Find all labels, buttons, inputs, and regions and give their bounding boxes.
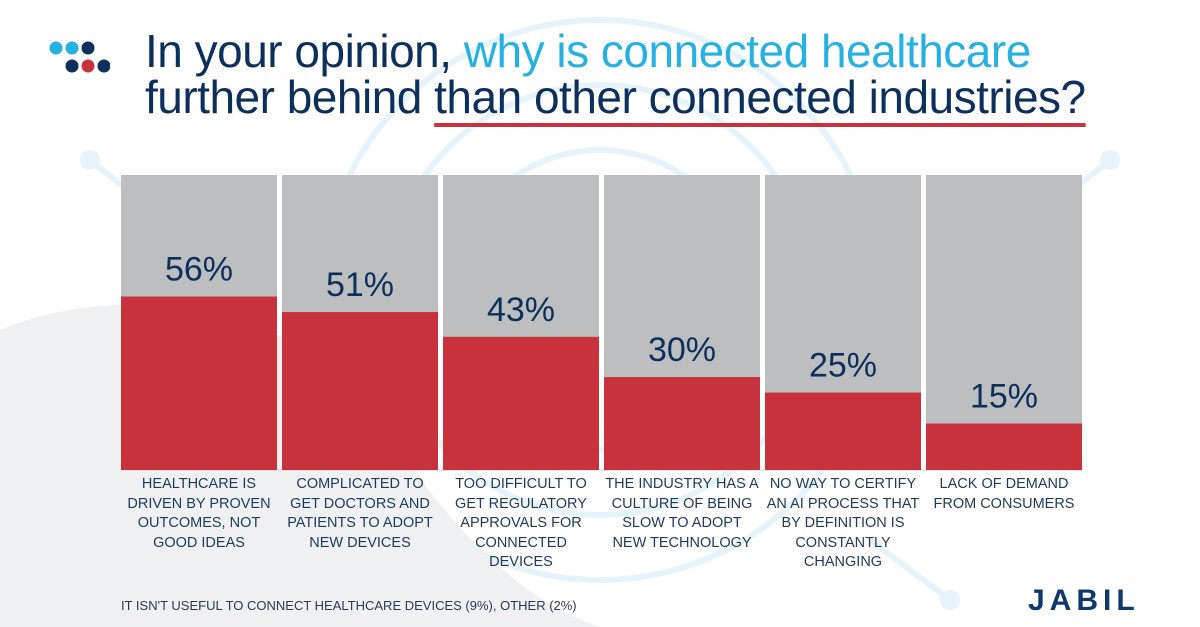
category-label: THE INDUSTRY HAS A CULTURE OF BEING SLOW… xyxy=(605,476,759,551)
page-title: In your opinion, why is connected health… xyxy=(145,28,1185,120)
bar-value-label: 15% xyxy=(970,378,1038,416)
logo-dots-icon xyxy=(49,41,110,73)
brand-logo: JABIL xyxy=(1028,584,1140,617)
category-label: HEALTHCARE IS DRIVEN BY PROVEN OUTCOMES,… xyxy=(127,476,271,551)
category-label: COMPLICATED TO GET DOCTORS AND PATIENTS … xyxy=(287,476,433,551)
bar-value-label: 43% xyxy=(487,291,555,329)
title-part-2: why is connected healthcare xyxy=(463,25,1031,77)
footnote: IT ISN'T USEFUL TO CONNECT HEALTHCARE DE… xyxy=(121,598,577,613)
bar xyxy=(121,296,277,470)
title-part-4: than other connected industries? xyxy=(434,71,1086,123)
title-part-1: In your opinion, xyxy=(145,25,464,77)
bar-value-label: 56% xyxy=(165,251,233,289)
bar-value-label: 30% xyxy=(648,331,716,369)
title-part-3: further behind xyxy=(145,71,435,123)
bar xyxy=(282,312,438,470)
category-label: TOO DIFFICULT TO GET REGULATORY APPROVAL… xyxy=(455,476,587,570)
bar-value-label: 25% xyxy=(809,347,877,385)
category-label: LACK OF DEMAND FROM CONSUMERS xyxy=(933,476,1075,512)
bar xyxy=(443,336,599,470)
bar-background xyxy=(926,175,1082,470)
category-label: NO WAY TO CERTIFY AN AI PROCESS THAT BY … xyxy=(766,476,920,570)
bar xyxy=(604,377,760,470)
bar xyxy=(926,423,1082,470)
bar xyxy=(765,392,921,470)
bar-value-label: 51% xyxy=(326,266,394,304)
